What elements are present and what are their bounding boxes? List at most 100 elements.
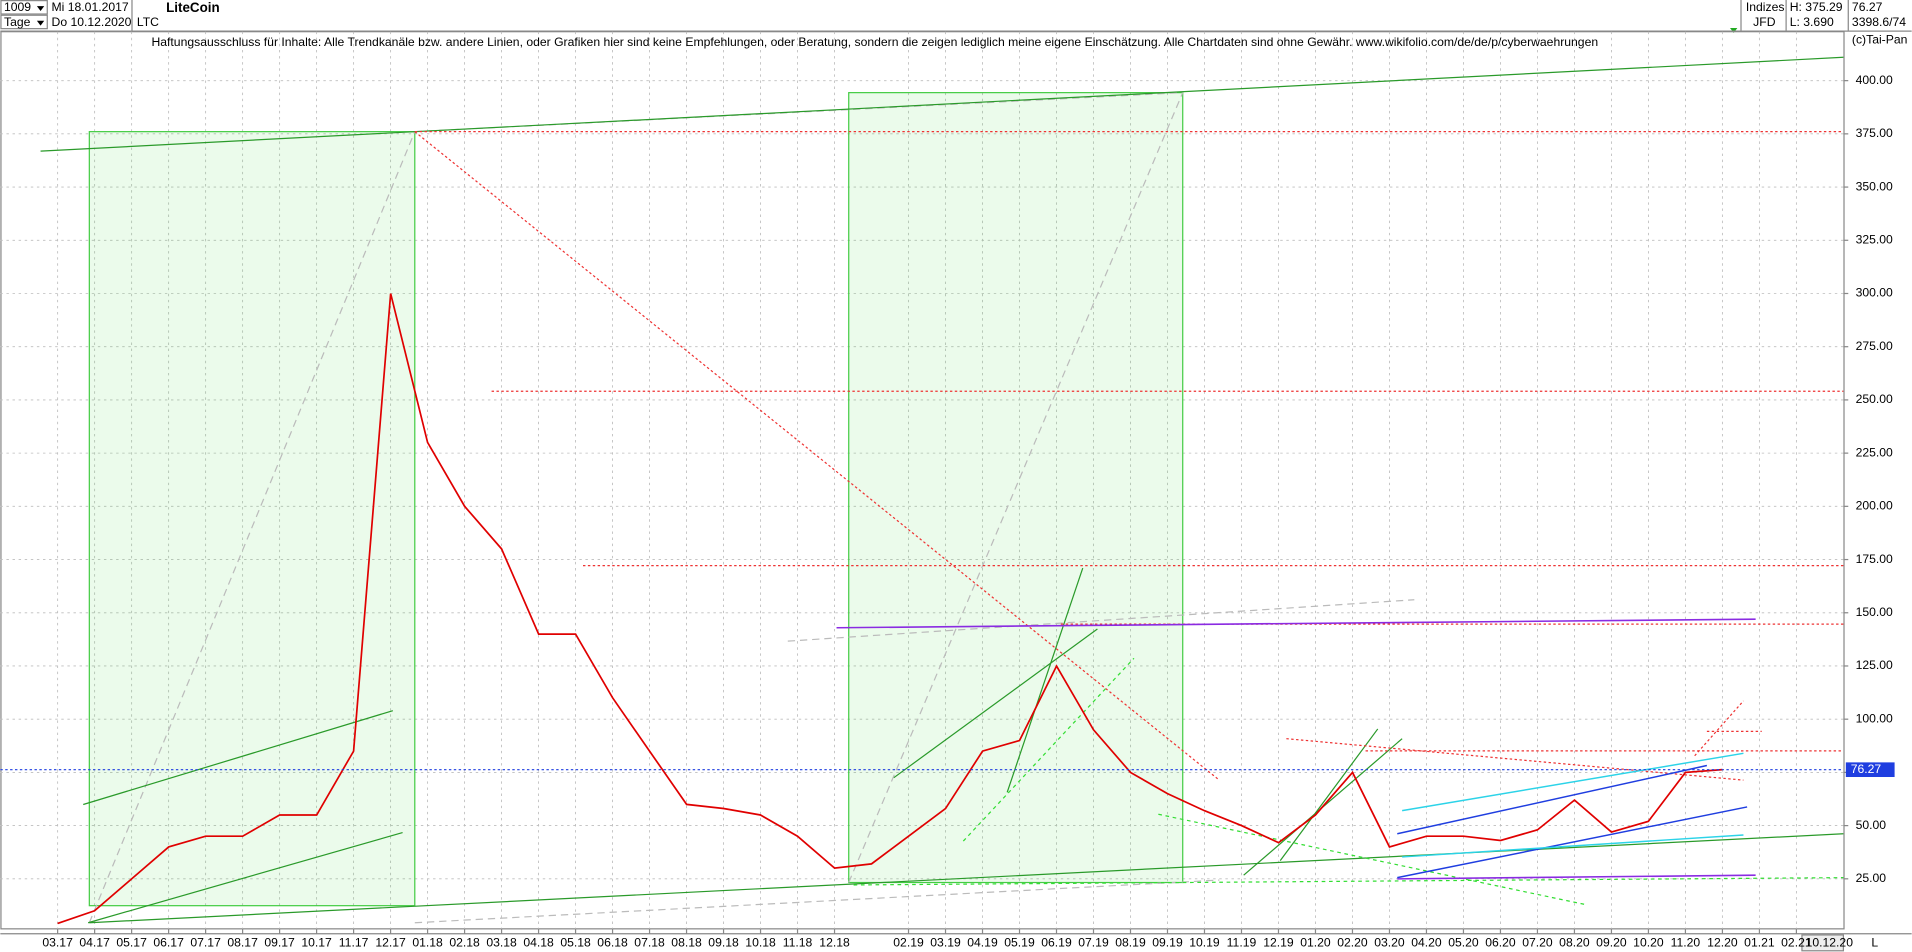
period-box[interactable] — [0, 14, 48, 30]
cursor-date: 10.12.20 — [1806, 936, 1854, 950]
dropdown-icon — [36, 6, 45, 11]
trend-line — [40, 56, 1844, 152]
x-tick-label: 11.17 — [339, 936, 369, 950]
x-tick-label: 10.20 — [1633, 936, 1664, 950]
diagonal-line — [414, 131, 1220, 781]
trend-line — [89, 833, 1844, 924]
dropdown-icon — [36, 20, 45, 26]
range-box — [88, 131, 416, 907]
x-tick-label: 09.18 — [708, 936, 739, 950]
x-tick-label: 11.20 — [1671, 936, 1701, 950]
y-tick-label: 100.00 — [1856, 711, 1893, 725]
y-tick-label: 200.00 — [1856, 499, 1893, 513]
x-tick-label: 03.20 — [1374, 936, 1405, 950]
x-tick-label: 09.17 — [264, 936, 295, 950]
diagonal-line — [1286, 738, 1744, 781]
x-tick-label: 06.17 — [153, 936, 184, 950]
x-tick-label: 01.18 — [412, 936, 443, 950]
trend-line — [1279, 728, 1379, 861]
drawings — [40, 56, 1844, 924]
y-tick-label: 300.00 — [1856, 286, 1893, 300]
chart-title: LiteCoin — [166, 0, 220, 15]
fan-line — [414, 879, 1220, 924]
start-date: Mi 18.01.2017 — [52, 0, 129, 14]
trend-line — [893, 628, 1098, 779]
x-tick-label: 08.20 — [1559, 936, 1590, 950]
y-tick-label: 400.00 — [1856, 73, 1893, 87]
trend-line — [87, 831, 403, 924]
channel-line — [1402, 834, 1744, 858]
x-tick-label: 02.19 — [893, 936, 924, 950]
x-tick-label: 11.19 — [1227, 936, 1257, 950]
x-tick-label: 10.19 — [1189, 936, 1220, 950]
x-tick-label: 05.18 — [560, 936, 591, 950]
trend-line — [1006, 567, 1084, 793]
x-tick-label: 09.19 — [1152, 936, 1183, 950]
count: 1009 — [4, 0, 31, 14]
broker: JFD — [1753, 15, 1776, 29]
x-tick-label: 05.19 — [1004, 936, 1035, 950]
purple-line — [1397, 874, 1756, 880]
y-tick-label: 125.00 — [1856, 658, 1893, 672]
x-tick-label: 10.17 — [301, 936, 332, 950]
x-tick-label: 08.17 — [227, 936, 258, 950]
channel-line — [1397, 764, 1708, 835]
y-tick-label: 175.00 — [1856, 552, 1893, 566]
y-tick-label: 375.00 — [1856, 126, 1893, 140]
x-tick-label: 06.18 — [597, 936, 628, 950]
last-price-header: 76.27 — [1852, 0, 1883, 14]
x-tick-label: 05.20 — [1448, 936, 1479, 950]
helper-line — [1158, 813, 1586, 906]
volume-info: 3398.6/74 — [1852, 15, 1906, 29]
grid — [0, 31, 1844, 929]
disclaimer: Haftungsausschluss für Inhalte: Alle Tre… — [151, 35, 1598, 49]
x-tick-label: 02.18 — [449, 936, 480, 950]
channel-line — [1397, 806, 1748, 879]
x-tick-label: 08.19 — [1115, 936, 1146, 950]
channel-line — [1402, 752, 1744, 812]
x-tick-label: 10.18 — [745, 936, 776, 950]
last-price-box — [1845, 762, 1895, 778]
x-tick-label: 03.19 — [930, 936, 961, 950]
x-tick-label: 04.20 — [1411, 936, 1442, 950]
x-tick-label: 12.18 — [819, 936, 850, 950]
x-tick-label: 07.17 — [190, 936, 221, 950]
x-tick-label: 02.21 — [1781, 936, 1812, 950]
end-date: Do 10.12.2020 — [52, 15, 132, 29]
y-tick-label: 50.00 — [1856, 818, 1887, 832]
y-tick-label: 350.00 — [1856, 179, 1893, 193]
helper-line — [962, 657, 1135, 842]
exchange-group: Indizes — [1746, 0, 1785, 14]
fan-line — [848, 92, 1184, 883]
low: L: 3.690 — [1790, 15, 1834, 29]
cursor-date-box — [1801, 934, 1845, 952]
price-line — [57, 293, 1723, 925]
x-tick-label: 09.20 — [1596, 936, 1627, 950]
x-tick-label: 06.20 — [1485, 936, 1516, 950]
x-tick-label: 02.20 — [1337, 936, 1368, 950]
fan-line — [88, 131, 416, 923]
y-tick-label: 275.00 — [1856, 339, 1893, 353]
symbol: LTC — [137, 15, 159, 29]
x-tick-label: 07.20 — [1522, 936, 1553, 950]
y-tick-label: 225.00 — [1856, 445, 1893, 459]
copyright: (c)Tai-Pan — [1852, 32, 1907, 46]
last-price-label: 76.27 — [1851, 762, 1882, 776]
marks — [0, 293, 1844, 925]
purple-line — [836, 618, 1756, 629]
x-tick-label: 07.19 — [1078, 936, 1109, 950]
x-tick-label: 01.20 — [1300, 936, 1331, 950]
x-tick-label: 04.18 — [523, 936, 554, 950]
axis-mode[interactable]: L — [1871, 936, 1878, 950]
x-tick-label: 03.17 — [42, 936, 73, 950]
header-bar — [0, 0, 1912, 32]
y-tick-label: 150.00 — [1856, 605, 1893, 619]
x-tick-label: 12.17 — [375, 936, 406, 950]
x-tick-label: 12.19 — [1263, 936, 1294, 950]
period: Tage — [4, 15, 31, 29]
x-tick-label: 08.18 — [671, 936, 702, 950]
high: H: 375.29 — [1790, 0, 1843, 14]
count-box[interactable] — [0, 0, 48, 15]
